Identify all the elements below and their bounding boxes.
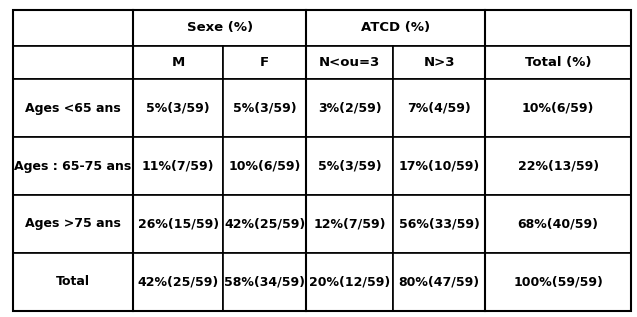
Bar <box>133 253 223 311</box>
Text: N>3: N>3 <box>424 56 455 69</box>
Bar <box>13 10 133 46</box>
Bar <box>223 195 306 253</box>
Text: 56%(33/59): 56%(33/59) <box>399 217 480 230</box>
Bar <box>223 253 306 311</box>
Text: F: F <box>260 56 269 69</box>
Bar <box>393 79 485 137</box>
Text: 68%(40/59): 68%(40/59) <box>518 217 599 230</box>
Bar <box>13 195 133 253</box>
Text: Ages >75 ans: Ages >75 ans <box>25 217 121 230</box>
Text: 12%(7/59): 12%(7/59) <box>313 217 386 230</box>
Bar <box>485 79 631 137</box>
Bar <box>306 10 485 46</box>
Bar <box>133 46 223 79</box>
Bar <box>393 195 485 253</box>
Text: 17%(10/59): 17%(10/59) <box>399 159 480 172</box>
Bar <box>485 253 631 311</box>
Bar <box>223 79 306 137</box>
Text: 42%(25/59): 42%(25/59) <box>138 275 218 288</box>
Bar <box>13 253 133 311</box>
Bar <box>133 137 223 195</box>
Bar <box>306 195 393 253</box>
Text: 10%(6/59): 10%(6/59) <box>522 102 594 115</box>
Text: Ages <65 ans: Ages <65 ans <box>25 102 121 115</box>
Text: 26%(15/59): 26%(15/59) <box>138 217 218 230</box>
Bar <box>133 195 223 253</box>
Text: 5%(3/59): 5%(3/59) <box>147 102 210 115</box>
Text: 22%(13/59): 22%(13/59) <box>517 159 599 172</box>
Bar <box>393 253 485 311</box>
Bar <box>485 195 631 253</box>
Text: 42%(25/59): 42%(25/59) <box>224 217 305 230</box>
Text: M: M <box>171 56 185 69</box>
Bar <box>485 10 631 46</box>
Bar <box>306 253 393 311</box>
Bar <box>223 137 306 195</box>
Text: 80%(47/59): 80%(47/59) <box>399 275 480 288</box>
Text: ATCD (%): ATCD (%) <box>361 21 431 34</box>
Text: 5%(3/59): 5%(3/59) <box>233 102 296 115</box>
Text: Sexe (%): Sexe (%) <box>187 21 253 34</box>
Bar <box>13 46 133 79</box>
Bar <box>306 46 393 79</box>
Bar <box>306 137 393 195</box>
Bar <box>485 46 631 79</box>
Bar <box>133 79 223 137</box>
Bar <box>133 10 306 46</box>
Text: Ages : 65-75 ans: Ages : 65-75 ans <box>15 159 132 172</box>
Text: N<ou=3: N<ou=3 <box>319 56 380 69</box>
Text: Total: Total <box>56 275 90 288</box>
Text: 7%(4/59): 7%(4/59) <box>407 102 471 115</box>
Text: 100%(59/59): 100%(59/59) <box>513 275 603 288</box>
Bar <box>485 137 631 195</box>
Bar <box>393 46 485 79</box>
Text: 5%(3/59): 5%(3/59) <box>318 159 382 172</box>
Bar <box>306 79 393 137</box>
Text: 20%(12/59): 20%(12/59) <box>309 275 390 288</box>
Bar <box>13 137 133 195</box>
Text: Total (%): Total (%) <box>525 56 591 69</box>
Text: 58%(34/59): 58%(34/59) <box>224 275 305 288</box>
Bar <box>13 79 133 137</box>
Bar <box>393 137 485 195</box>
Bar <box>223 46 306 79</box>
Text: 10%(6/59): 10%(6/59) <box>229 159 301 172</box>
Text: 3%(2/59): 3%(2/59) <box>318 102 382 115</box>
Text: 11%(7/59): 11%(7/59) <box>142 159 215 172</box>
